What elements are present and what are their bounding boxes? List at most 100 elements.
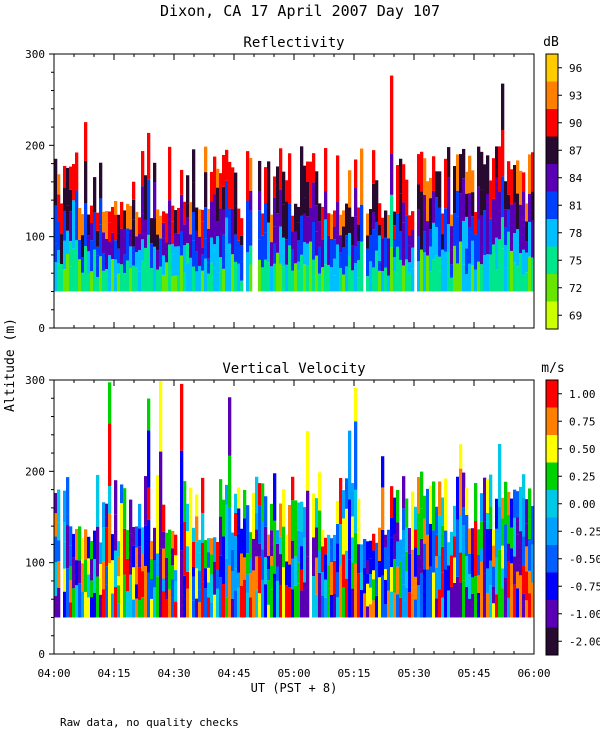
reflectivity-cell-128: [150, 268, 154, 292]
reflectivity-cell-351: [327, 235, 331, 265]
reflectivity-cell-553: [492, 244, 496, 292]
velocity-cell-12: [63, 541, 67, 569]
velocity-cell-25: [72, 533, 76, 558]
reflectivity-cell-349: [324, 148, 328, 192]
velocity-cell-576: [495, 594, 499, 618]
reflectivity-cell-416: [381, 238, 385, 272]
velocity-cell-254: [252, 538, 256, 571]
reflectivity-cell-224: [219, 173, 223, 209]
velocity-cell-326: [303, 507, 307, 538]
velocity-cell-497: [435, 534, 439, 557]
velocity-cell-243: [243, 489, 247, 519]
velocity-cell-523: [456, 476, 460, 520]
velocity-cell-400: [366, 560, 370, 574]
reflectivity-cell-27: [72, 248, 76, 292]
reflectivity-cell-401: [369, 209, 373, 236]
velocity-cell-155: [174, 534, 178, 556]
reflectivity-cell-361: [336, 244, 340, 292]
reflectivity-cell-367: [339, 214, 343, 236]
velocity-cell-3: [54, 513, 58, 537]
reflectivity-cell-66: [102, 253, 106, 271]
velocity-cell-252: [249, 532, 253, 559]
reflectivity-cell-124: [144, 175, 148, 220]
velocity-cell-180: [198, 602, 202, 618]
reflectivity-cell-320: [303, 213, 307, 243]
reflectivity-cell-316: [300, 180, 304, 216]
reflectivity-cell-178: [186, 203, 190, 217]
velocity-cell-498: [435, 506, 439, 535]
velocity-cell-545: [471, 528, 475, 555]
velocity-cell-96: [132, 545, 136, 568]
reflectivity-cell-497: [447, 224, 451, 253]
velocity-cell-544: [471, 554, 475, 578]
velocity-cell-131: [159, 548, 163, 618]
velocity-cell-76: [117, 585, 121, 604]
reflectivity-cell-251: [240, 218, 244, 236]
velocity-cell-360: [336, 572, 340, 598]
velocity-cell-210: [219, 479, 223, 517]
colorbar-swatch: [546, 246, 558, 274]
reflectivity-cell-443: [402, 222, 406, 266]
velocity-cell-186: [201, 542, 205, 582]
reflectivity-cell-338: [315, 171, 319, 206]
velocity-cell-573: [492, 566, 496, 587]
velocity-cell-332: [312, 493, 316, 538]
reflectivity-cell-356: [333, 275, 337, 292]
reflectivity-cell-85: [117, 273, 121, 292]
velocity-cell-341: [321, 595, 325, 618]
velocity-cell-29: [78, 583, 82, 618]
reflectivity-cell-284: [276, 252, 280, 292]
velocity-cell-615: [522, 536, 526, 566]
reflectivity-cell-211: [210, 237, 214, 263]
reflectivity-cell-118: [141, 239, 145, 261]
reflectivity-cell-485: [435, 171, 439, 198]
velocity-cell-211: [222, 584, 226, 618]
reflectivity-cell-551: [489, 218, 493, 255]
reflectivity-cell-134: [153, 182, 157, 219]
colorbar-tick-label: 90: [569, 117, 582, 130]
reflectivity-cell-29: [72, 164, 76, 201]
reflectivity-cell-462: [417, 154, 421, 185]
reflectivity-cell-354: [330, 238, 334, 268]
reflectivity-cell-110: [135, 252, 139, 268]
velocity-cell-315: [297, 583, 301, 618]
reflectivity-cell-244: [237, 263, 241, 292]
colorbar-swatch: [546, 627, 558, 655]
reflectivity-cell-201: [204, 238, 208, 259]
velocity-cell-262: [258, 556, 262, 594]
reflectivity-cell-373: [345, 235, 349, 267]
reflectivity-cell-86: [117, 263, 121, 274]
velocity-cell-543: [471, 577, 475, 594]
velocity-cell-406: [369, 540, 373, 559]
velocity-cell-583: [501, 588, 505, 618]
velocity-cell-200: [210, 538, 214, 555]
velocity-cell-295: [279, 503, 283, 537]
velocity-cell-8: [57, 522, 61, 541]
reflectivity-cell-480: [432, 190, 436, 223]
reflectivity-cell-418: [384, 267, 388, 292]
reflectivity-colorbar-unit: dB: [543, 35, 559, 50]
velocity-cell-464: [411, 549, 415, 588]
velocity-cell-305: [288, 504, 292, 528]
colorbar-tick-label: 0.25: [569, 470, 596, 483]
velocity-cell-43: [90, 580, 94, 598]
velocity-cell-287: [276, 595, 280, 618]
velocity-cell-116: [147, 519, 151, 573]
velocity-cell-494: [435, 598, 439, 618]
velocity-cell-263: [258, 543, 262, 557]
reflectivity-cell-268: [264, 259, 268, 292]
reflectivity-cell-310: [297, 261, 301, 271]
colorbar-tick-label: -2.00: [569, 635, 600, 648]
velocity-cell-256: [255, 590, 259, 618]
velocity-cell-318: [297, 502, 301, 531]
velocity-cell-423: [381, 456, 385, 488]
velocity-cell-58: [102, 502, 106, 528]
reflectivity-cell-256: [249, 245, 253, 265]
reflectivity-cell-123: [144, 219, 148, 248]
velocity-cell-292: [279, 584, 283, 618]
figure-title: Dixon, CA 17 April 2007 Day 107: [160, 2, 440, 20]
reflectivity-cell-24: [69, 211, 73, 241]
velocity-cell-109: [141, 571, 145, 598]
velocity-cell-250: [249, 573, 253, 598]
velocity-cell-436: [390, 486, 394, 518]
